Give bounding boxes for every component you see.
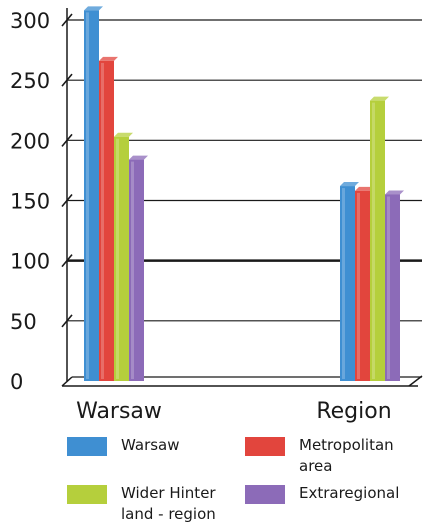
bar-highlight xyxy=(342,188,345,379)
bar-face xyxy=(84,10,99,382)
bar-face xyxy=(114,136,129,381)
x-tick-labels: Warsaw Region xyxy=(76,399,392,424)
bar-face xyxy=(355,190,370,381)
bar-top xyxy=(129,155,148,160)
bar-face xyxy=(370,100,385,381)
bar-face xyxy=(129,159,144,381)
legend-label: Metropolitan area xyxy=(299,436,394,475)
bar-top xyxy=(99,56,118,61)
bar-highlight xyxy=(387,196,390,379)
floor-right-edge xyxy=(408,375,423,387)
bar xyxy=(84,6,103,382)
y-tick-label: 300 xyxy=(10,9,50,33)
legend-label: Warsaw xyxy=(121,436,180,454)
bar-face xyxy=(385,194,400,381)
bar-highlight xyxy=(372,102,375,379)
bar-highlight xyxy=(86,12,89,380)
legend-label: Wider Hinter land - region xyxy=(121,484,216,523)
x-tick-label: Warsaw xyxy=(76,399,162,424)
bar xyxy=(114,132,133,381)
bar-top xyxy=(385,190,404,195)
bars xyxy=(84,6,404,382)
x-tick-label: Region xyxy=(316,399,391,424)
bar-highlight xyxy=(116,138,119,379)
y-tick-label: 0 xyxy=(10,370,23,394)
legend-item-wider-hinterland: Wider Hinter land - region xyxy=(67,483,233,525)
legend-swatch xyxy=(245,437,285,456)
bar-top xyxy=(340,182,359,187)
bar-face xyxy=(99,60,114,382)
y-tick-label: 150 xyxy=(10,190,50,214)
legend-swatch xyxy=(245,485,285,504)
legend-item-warsaw: Warsaw xyxy=(67,435,239,456)
legend-swatch xyxy=(67,437,107,456)
bar-highlight xyxy=(101,62,104,380)
y-tick-labels: 0 50 100 150 200 250 300 xyxy=(10,9,50,394)
legend-swatch xyxy=(67,485,107,504)
bar xyxy=(370,96,389,381)
legend-item-extraregional: Extraregional xyxy=(245,483,417,504)
y-tick-label: 50 xyxy=(10,310,37,334)
bar xyxy=(99,56,118,382)
bar xyxy=(340,182,359,381)
bar xyxy=(385,190,404,381)
y-tick-label: 200 xyxy=(10,129,50,153)
legend-label: Extraregional xyxy=(299,484,400,502)
bar xyxy=(355,186,374,381)
legend-item-metropolitan: Metropolitan area xyxy=(245,435,409,477)
bar-top xyxy=(114,132,133,137)
y-tick-label: 100 xyxy=(10,250,50,274)
bar-top xyxy=(355,186,374,191)
bar-face xyxy=(340,186,355,381)
floor-left-edge xyxy=(61,376,73,387)
y-tick-label: 250 xyxy=(10,69,50,93)
legend: Warsaw Metropolitan area Wider Hinter la… xyxy=(0,426,427,526)
bar-top xyxy=(370,96,389,101)
bar xyxy=(129,155,148,381)
bar-highlight xyxy=(131,161,134,379)
bar-highlight xyxy=(357,192,360,379)
bar-chart: 0 50 100 150 200 250 300 Warsaw Region xyxy=(10,6,423,424)
bar-top xyxy=(84,6,103,11)
